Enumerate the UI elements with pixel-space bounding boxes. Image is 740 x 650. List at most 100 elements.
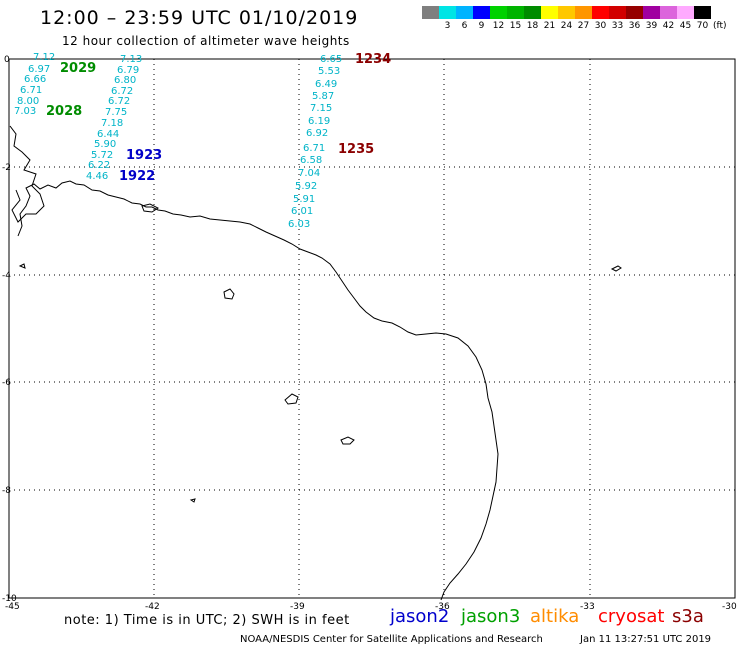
legend-unit: (ft)	[713, 21, 727, 31]
swh-value: 5.87	[312, 91, 334, 102]
satellite-key-jason3: jason3	[461, 606, 521, 627]
swh-value: 6.03	[288, 219, 310, 230]
legend-cell: 39	[643, 6, 660, 31]
satellite-key-cryosat: cryosat	[598, 606, 665, 627]
legend-swatch	[490, 6, 507, 19]
legend-label: 21	[543, 21, 556, 31]
legend-swatch	[592, 6, 609, 19]
legend-swatch	[456, 6, 473, 19]
legend-swatch	[473, 6, 490, 19]
satellite-key-s3a: s3a	[672, 606, 704, 627]
track-id: 1922	[119, 169, 155, 184]
legend-cell: 12	[490, 6, 507, 31]
legend-swatch	[507, 6, 524, 19]
legend-label: 45	[679, 21, 692, 31]
legend-label: 12	[492, 21, 505, 31]
y-tick-label: -8	[2, 486, 11, 496]
x-tick-label: -33	[580, 602, 595, 612]
island	[340, 436, 355, 445]
track-id: 1234	[355, 52, 391, 67]
legend-cell: 27	[575, 6, 592, 31]
legend-cell: 18	[524, 6, 541, 31]
swh-value: 6.44	[97, 129, 119, 140]
island	[141, 203, 159, 213]
track-ids: 2029 2028 1923 1922 1234 1235	[46, 52, 391, 184]
legend-swatch	[626, 6, 643, 19]
island	[223, 288, 235, 300]
map-border	[8, 58, 736, 599]
graticule	[9, 59, 735, 598]
swh-value: 6.79	[117, 65, 139, 76]
legend-cell: 70	[694, 6, 711, 31]
legend-cell: 33	[609, 6, 626, 31]
swh-value: 5.92	[295, 181, 317, 192]
coastline	[17, 180, 499, 601]
legend-swatch	[541, 6, 558, 19]
swh-value: 7.18	[101, 118, 123, 129]
footnote: note: 1) Time is in UTC; 2) SWH is in fe…	[64, 613, 350, 628]
satellite-key-altika: altika	[530, 606, 580, 627]
swh-value: 7.15	[310, 103, 332, 114]
legend-cell: 6	[456, 6, 473, 31]
swh-color-legend: 3 6 9 12 15 18 21 24 27 30 33 36 39 42 4…	[422, 6, 727, 31]
legend-cell: 9	[473, 6, 490, 31]
legend-swatch	[677, 6, 694, 19]
track-id: 2029	[60, 61, 96, 76]
swh-value: 5.91	[293, 194, 315, 205]
x-tick-label: -42	[145, 602, 160, 612]
legend-cell: 45	[677, 6, 694, 31]
axis-labels: -45 -42 -39 -36 -33 -30 0 -2 -4 -6 -8 -1…	[2, 55, 737, 612]
map-title: 12:00 – 23:59 UTC 01/10/2019	[40, 7, 359, 29]
y-tick-label: -2	[2, 163, 11, 173]
swh-value: 6.22	[88, 160, 110, 171]
legend-cell: 15	[507, 6, 524, 31]
y-tick-label: -4	[2, 271, 11, 281]
swh-value: 5.72	[91, 150, 113, 161]
swh-value: 7.75	[105, 107, 127, 118]
swh-value: 6.72	[108, 96, 130, 107]
satellite-key-jason2: jason2	[390, 606, 450, 627]
generated-timestamp: Jan 11 13:27:51 UTC 2019	[580, 634, 712, 645]
island	[284, 393, 299, 405]
legend-label: 9	[478, 21, 485, 31]
swh-value: 6.71	[303, 143, 325, 154]
legend-cell: 3	[439, 6, 456, 31]
legend-label: 33	[611, 21, 624, 31]
legend-swatch	[643, 6, 660, 19]
swh-value: 5.90	[94, 139, 116, 150]
track-id: 1923	[126, 148, 162, 163]
swh-value: 6.65	[320, 54, 342, 65]
swh-value: 6.97	[28, 64, 50, 75]
legend-label: 6	[461, 21, 468, 31]
swh-value: 7.13	[120, 54, 142, 65]
y-tick-label: -6	[2, 378, 11, 388]
x-tick-label: -45	[5, 602, 20, 612]
legend-cell: 36	[626, 6, 643, 31]
legend-label: 15	[509, 21, 522, 31]
y-tick-label: 0	[4, 55, 10, 65]
legend-label: 39	[645, 21, 658, 31]
legend-swatch	[524, 6, 541, 19]
legend-swatch	[694, 6, 711, 19]
track-c-values: 6.65 5.53 6.49 5.87 7.15 6.19 6.92 6.71 …	[288, 54, 342, 230]
swh-value: 6.72	[111, 86, 133, 97]
legend-swatch	[422, 6, 439, 19]
legend-swatch	[609, 6, 626, 19]
legend-swatch	[439, 6, 456, 19]
swh-value: 6.66	[24, 74, 46, 85]
legend-label: 24	[560, 21, 573, 31]
legend-label: 36	[628, 21, 641, 31]
map-subtitle: 12 hour collection of altimeter wave hei…	[62, 34, 350, 48]
swh-value: 6.49	[315, 79, 337, 90]
coastline-amazon-delta	[9, 125, 45, 223]
swh-value: 7.12	[33, 52, 55, 63]
swh-value: 4.46	[86, 171, 108, 182]
x-tick-label: -39	[290, 602, 305, 612]
island	[18, 263, 26, 269]
x-tick-label: -36	[435, 602, 450, 612]
legend-label: 18	[526, 21, 539, 31]
island	[189, 498, 196, 503]
track-a-values: 7.12 6.97 6.66 6.71 8.00 7.03	[14, 52, 55, 117]
legend-label: 42	[662, 21, 675, 31]
x-tick-label: -30	[722, 602, 737, 612]
